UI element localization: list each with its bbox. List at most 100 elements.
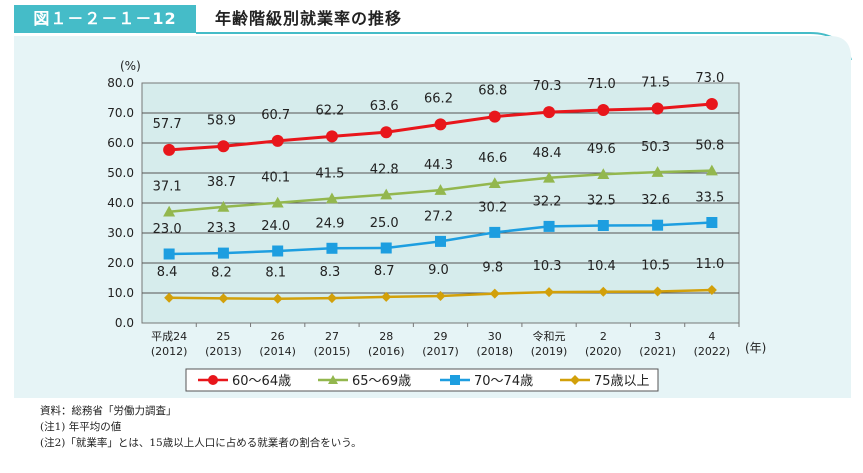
data-label: 8.3 — [320, 265, 341, 280]
x-tick-label: 30 — [488, 330, 502, 343]
x-tick-year-label: (2016) — [368, 345, 405, 358]
legend-label: 75歳以上 — [594, 374, 650, 389]
x-tick-year-label: (2012) — [151, 345, 188, 358]
data-point — [570, 375, 580, 385]
legend-item-3: 70～74歳 — [440, 374, 533, 389]
data-label: 8.7 — [374, 264, 395, 279]
data-label: 9.0 — [428, 263, 449, 278]
data-label: 9.8 — [482, 261, 503, 276]
data-label: 57.7 — [153, 117, 182, 132]
data-point — [705, 98, 718, 110]
data-label: 46.6 — [478, 151, 507, 166]
data-point — [218, 293, 229, 304]
data-point — [597, 168, 610, 179]
data-point — [325, 130, 338, 143]
y-tick-labels: 0.0 10.0 20.0 30.0 40.0 50.0 60.0 70.0 80.0 — [107, 76, 134, 330]
note-2: (注2)「就業率」とは、15歳以上人口に占める就業者の割合をいう。 — [40, 437, 362, 449]
data-point — [328, 375, 338, 384]
data-point — [381, 291, 392, 302]
x-tick-year-label: (2019) — [531, 345, 568, 358]
series-layer — [163, 98, 718, 304]
data-label: 27.2 — [424, 209, 453, 224]
data-label: 10.5 — [641, 259, 670, 274]
data-point — [163, 205, 176, 217]
data-label: 73.0 — [695, 71, 724, 86]
data-point — [652, 286, 663, 297]
data-label: 24.9 — [315, 216, 344, 231]
x-tick-label: 令和元 — [533, 329, 566, 343]
data-point — [380, 126, 393, 139]
note-1: (注1) 年平均の値 — [40, 421, 122, 433]
x-tick-year-label: (2020) — [585, 345, 622, 358]
data-point — [450, 375, 460, 385]
data-point — [208, 375, 218, 385]
figure-label: 図１－２－１－12 — [33, 9, 177, 28]
data-label: 66.2 — [424, 91, 453, 106]
legend-label: 65～69歳 — [352, 374, 411, 389]
legend-box — [185, 368, 659, 392]
x-tick-label: 27 — [325, 330, 339, 343]
y-tick-label: 0.0 — [115, 316, 134, 330]
x-tick-label: 3 — [654, 330, 661, 343]
data-point — [598, 286, 609, 297]
data-label: 62.2 — [315, 103, 344, 118]
data-point — [271, 196, 284, 208]
y-tick-label: 80.0 — [107, 76, 134, 90]
data-point — [380, 242, 392, 254]
x-tick-year-label: (2013) — [205, 345, 242, 358]
data-point — [435, 235, 446, 247]
data-point — [543, 171, 556, 183]
data-point — [434, 118, 447, 131]
legend-item-4: 75歳以上 — [560, 374, 650, 389]
data-point — [544, 287, 555, 298]
data-label: 48.4 — [533, 146, 562, 161]
x-tick-year-label: (2014) — [259, 345, 296, 358]
data-point — [543, 106, 556, 119]
y-tick-label: 50.0 — [107, 166, 134, 180]
x-tick-label: 平成24 — [151, 330, 187, 343]
data-label: 40.1 — [261, 171, 290, 186]
series-4 — [164, 285, 717, 304]
data-point — [380, 188, 393, 200]
header-label-box — [14, 5, 196, 33]
data-label: 71.5 — [641, 76, 670, 91]
data-label: 42.8 — [370, 163, 399, 178]
x-tick-year-label: (2017) — [422, 345, 459, 358]
notes: 資料：総務省「労働力調査」 (注1) 年平均の値 (注2)「就業率」とは、15歳… — [40, 403, 362, 451]
data-point — [163, 143, 176, 156]
data-point — [705, 164, 718, 176]
legend-item-2: 65～69歳 — [318, 374, 411, 389]
data-point — [164, 292, 175, 303]
data-label: 68.8 — [478, 84, 507, 99]
data-point — [271, 134, 284, 147]
data-label: 11.0 — [695, 257, 724, 272]
y-tick-label: 70.0 — [107, 106, 134, 120]
x-axis-unit: (年) — [745, 341, 766, 355]
data-point — [435, 291, 446, 301]
y-tick-label: 30.0 — [107, 226, 134, 240]
data-point — [706, 217, 718, 228]
data-label: 44.3 — [424, 158, 453, 173]
data-point — [217, 140, 230, 153]
data-label: 8.4 — [157, 265, 178, 280]
data-point — [163, 248, 175, 260]
x-tick-label: 28 — [379, 330, 393, 343]
data-label: 60.7 — [261, 108, 290, 123]
data-label: 71.0 — [587, 77, 616, 92]
data-label: 23.3 — [207, 221, 236, 236]
data-point — [597, 220, 609, 231]
legend-label: 60～64歳 — [232, 374, 291, 389]
data-label: 8.2 — [211, 265, 232, 280]
x-tick-label: 29 — [434, 330, 448, 343]
data-label: 58.9 — [207, 113, 236, 128]
series-3 — [163, 217, 718, 260]
data-point — [651, 166, 664, 177]
x-tick-year-label: (2021) — [639, 345, 676, 358]
x-tick-year-label: (2015) — [314, 345, 351, 358]
data-point — [489, 288, 500, 299]
data-label: 50.3 — [641, 140, 670, 155]
x-tick-year-label: (2018) — [476, 345, 513, 358]
data-point — [651, 102, 664, 115]
data-label: 32.2 — [533, 194, 562, 209]
